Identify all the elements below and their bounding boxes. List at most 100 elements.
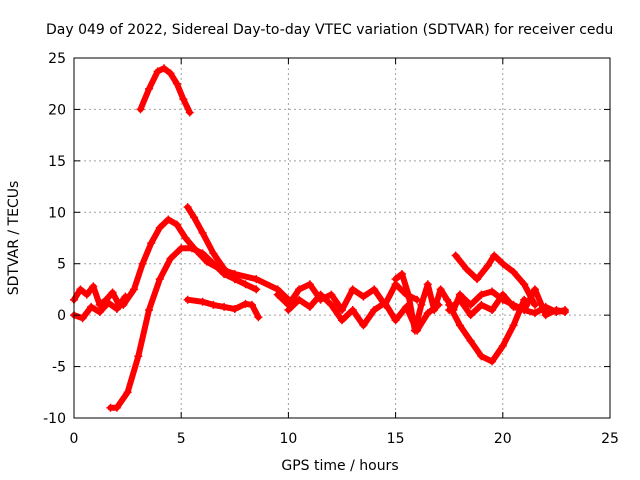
data-point xyxy=(177,244,186,253)
data-point xyxy=(252,285,261,294)
data-point xyxy=(370,306,379,314)
chart-title: Day 049 of 2022, Sidereal Day-to-day VTE… xyxy=(46,22,613,38)
data-point xyxy=(451,251,460,260)
data-point xyxy=(477,352,486,361)
series-line xyxy=(274,281,420,313)
data-point xyxy=(530,309,539,318)
x-axis-label: GPS time / hours xyxy=(281,458,398,474)
series-arc-k xyxy=(451,251,539,309)
series-arc-e xyxy=(183,295,263,322)
data-point xyxy=(466,311,475,320)
series-line xyxy=(446,296,528,365)
data-point xyxy=(108,288,117,297)
y-tick-label: 0 xyxy=(57,308,66,324)
data-point xyxy=(338,316,346,325)
data-point xyxy=(104,298,113,307)
data-point xyxy=(552,306,561,314)
data-point xyxy=(82,290,91,299)
data-point xyxy=(121,295,130,304)
data-point xyxy=(391,316,400,325)
series-arc-d xyxy=(183,203,261,294)
y-axis-label: SDTVAR / TECUs xyxy=(6,181,22,296)
x-tick-label: 5 xyxy=(177,431,186,447)
data-point xyxy=(455,321,464,330)
data-point xyxy=(509,321,518,330)
data-point xyxy=(462,264,471,273)
data-point xyxy=(410,326,419,335)
data-point xyxy=(147,239,156,248)
data-point xyxy=(455,295,464,304)
plot-frame xyxy=(73,57,611,419)
y-tick-label: 20 xyxy=(48,102,66,118)
data-point xyxy=(359,321,368,330)
data-point xyxy=(254,313,263,322)
data-point xyxy=(498,342,507,350)
data-point xyxy=(398,270,407,278)
y-tick-label: -10 xyxy=(43,411,66,427)
data-point xyxy=(488,357,497,366)
data-point xyxy=(252,275,261,284)
data-point xyxy=(181,234,190,242)
data-point xyxy=(477,300,486,309)
data-point xyxy=(185,108,194,117)
data-point xyxy=(130,285,139,294)
data-point xyxy=(370,285,379,294)
data-point xyxy=(520,280,529,289)
data-point xyxy=(490,251,499,260)
data-point xyxy=(348,285,357,294)
data-point xyxy=(284,306,293,314)
data-point xyxy=(560,308,569,317)
data-point xyxy=(198,297,207,306)
x-tick-label: 15 xyxy=(387,431,405,447)
data-point xyxy=(230,304,239,313)
data-point xyxy=(87,302,96,311)
data-point xyxy=(209,249,218,258)
data-point xyxy=(136,105,145,114)
data-point xyxy=(488,306,497,314)
data-point xyxy=(145,84,154,93)
y-tick-label: 15 xyxy=(48,154,66,170)
series-arc-n xyxy=(445,285,569,320)
data-point xyxy=(95,308,104,317)
data-point xyxy=(145,306,154,314)
data-point xyxy=(466,300,475,309)
data-point xyxy=(436,285,445,294)
data-point xyxy=(327,300,336,309)
data-point xyxy=(89,282,98,291)
data-point xyxy=(391,275,400,284)
series-line xyxy=(137,65,193,116)
data-point xyxy=(380,298,389,307)
data-point xyxy=(183,203,192,212)
series-arc-a xyxy=(136,64,194,117)
data-point xyxy=(530,300,539,309)
axis-ticks: 0 5 10 15 20 25 -10 -5 0 5 10 15 20 25 xyxy=(43,51,619,447)
y-tick-label: 5 xyxy=(57,257,66,273)
data-point xyxy=(112,403,121,412)
data-point xyxy=(541,311,550,320)
data-point xyxy=(198,228,207,237)
x-tick-label: 25 xyxy=(601,431,619,447)
data-point xyxy=(179,95,188,104)
data-point xyxy=(190,213,199,222)
data-point xyxy=(488,287,497,296)
data-point xyxy=(138,259,147,268)
data-point xyxy=(305,302,314,311)
data-point xyxy=(509,267,518,276)
data-point xyxy=(477,290,486,299)
data-point xyxy=(348,306,357,314)
data-point xyxy=(155,223,164,232)
data-point xyxy=(338,306,346,314)
data-point xyxy=(230,275,239,284)
data-point xyxy=(76,285,85,294)
data-point xyxy=(417,300,426,309)
data-point xyxy=(423,280,432,289)
data-point xyxy=(404,290,413,299)
series-line xyxy=(446,286,568,319)
data-point xyxy=(241,280,250,289)
data-point xyxy=(473,275,482,284)
x-tick-label: 20 xyxy=(494,431,512,447)
data-point xyxy=(295,295,304,304)
data-point xyxy=(466,336,475,345)
series-layer xyxy=(70,64,569,412)
